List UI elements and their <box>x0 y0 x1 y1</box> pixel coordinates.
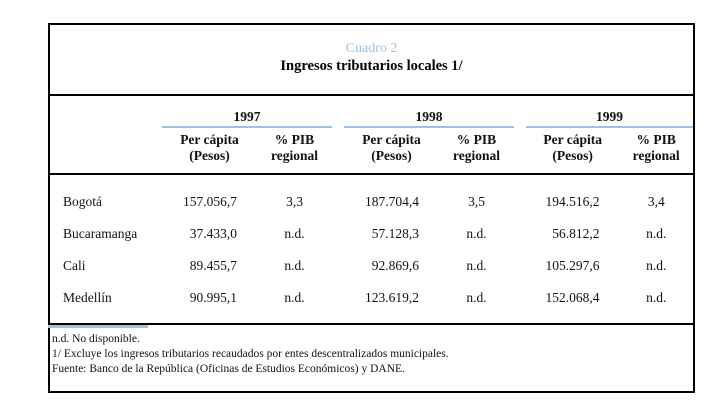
pib-cell: n.d. <box>284 290 305 305</box>
year-cell-1997: 37.433,0 n.d. <box>162 226 332 242</box>
year-underline <box>344 126 514 128</box>
pib-cell: n.d. <box>646 290 667 305</box>
value-cell: 157.056,7 <box>183 194 237 209</box>
pib-cell: n.d. <box>646 258 667 273</box>
year-cell-1998: 123.619,2 n.d. <box>344 290 514 306</box>
value-cell: 92.869,6 <box>371 258 419 273</box>
city-column-spacer <box>50 109 150 173</box>
per-capita-line2: (Pesos) <box>371 148 412 163</box>
year-cell-1997: 90.995,1 n.d. <box>162 290 332 306</box>
value-cell: 152.068,4 <box>545 290 600 305</box>
city-label: Cali <box>63 258 86 273</box>
pib-line2: regional <box>453 148 500 163</box>
table-title-section: Cuadro 2 Ingresos tributarios locales 1/ <box>50 25 693 96</box>
value-cell: 57.128,3 <box>371 226 419 241</box>
pib-cell: 3,3 <box>286 194 303 209</box>
footnotes: n.d. No disponible. 1/ Excluye los ingre… <box>50 328 693 377</box>
per-capita-line1: Per cápita <box>543 132 602 147</box>
footer-accent-line <box>48 325 148 328</box>
pib-cell: 3,4 <box>647 194 665 209</box>
per-capita-line1: Per cápita <box>362 132 421 147</box>
city-label: Bogotá <box>63 194 102 209</box>
table-caption: Cuadro 2 <box>345 41 398 56</box>
pib-cell: n.d. <box>466 290 487 305</box>
value-cell: 56.812,2 <box>552 226 600 241</box>
table-title: Ingresos tributarios locales 1/ <box>280 58 463 74</box>
pib-line1: % PIB <box>456 132 497 147</box>
pib-line1: % PIB <box>274 132 315 147</box>
value-cell: 37.433,0 <box>189 226 237 241</box>
table-row-bucaramanga: Bucaramanga 37.433,0 n.d. 57.128,3 n.d. … <box>50 218 693 250</box>
table-frame: Cuadro 2 Ingresos tributarios locales 1/… <box>48 23 695 393</box>
pib-cell: n.d. <box>466 226 487 241</box>
value-cell: 187.704,4 <box>365 194 419 209</box>
pib-line2: regional <box>271 148 318 163</box>
year-cell-1999: 105.297,6 n.d. <box>526 258 693 274</box>
pib-line2: regional <box>632 148 680 163</box>
footnote-source: Fuente: Banco de la República (Oficinas … <box>52 363 405 375</box>
year-label: 1998 <box>415 109 443 124</box>
city-label: Bucaramanga <box>63 226 138 241</box>
footnote-1: 1/ Excluye los ingresos tributarios reca… <box>52 348 449 360</box>
value-cell: 194.516,2 <box>545 194 600 209</box>
year-cell-1999: 194.516,2 3,4 <box>526 194 693 210</box>
year-underline <box>526 126 693 128</box>
year-cell-1997: 89.455,7 n.d. <box>162 258 332 274</box>
col-header-per-capita: Per cápita (Pesos) <box>526 132 619 164</box>
per-capita-line2: (Pesos) <box>552 148 593 163</box>
footnote-nd: n.d. No disponible. <box>52 333 140 345</box>
table-row-bogota: Bogotá 157.056,7 3,3 187.704,4 3,5 194.5… <box>50 186 693 218</box>
table-row-medellin: Medellín 90.995,1 n.d. 123.619,2 n.d. 15… <box>50 282 693 314</box>
year-cell-1999: 152.068,4 n.d. <box>526 290 693 306</box>
value-cell: 90.995,1 <box>189 290 237 305</box>
pib-line1: % PIB <box>636 132 676 147</box>
value-cell: 123.619,2 <box>365 290 419 305</box>
value-cell: 105.297,6 <box>545 258 600 273</box>
pib-cell: n.d. <box>646 226 667 241</box>
col-header-pib: % PIB regional <box>439 132 514 164</box>
year-label: 1999 <box>596 109 623 124</box>
year-cell-1998: 187.704,4 3,5 <box>344 194 514 210</box>
year-cell-1997: 157.056,7 3,3 <box>162 194 332 210</box>
per-capita-line2: (Pesos) <box>189 148 230 163</box>
col-header-per-capita: Per cápita (Pesos) <box>162 132 257 164</box>
year-group-1997: 1997 Per cápita (Pesos) % PIB regional <box>162 109 332 173</box>
pib-cell: n.d. <box>284 258 305 273</box>
pib-cell: n.d. <box>284 226 305 241</box>
pib-cell: 3,5 <box>468 194 485 209</box>
year-cell-1999: 56.812,2 n.d. <box>526 226 693 242</box>
year-cell-1998: 92.869,6 n.d. <box>344 258 514 274</box>
year-underline <box>162 126 332 128</box>
year-cell-1998: 57.128,3 n.d. <box>344 226 514 242</box>
table-body: Bogotá 157.056,7 3,3 187.704,4 3,5 194.5… <box>50 175 693 325</box>
pib-cell: n.d. <box>466 258 487 273</box>
col-header-per-capita: Per cápita (Pesos) <box>344 132 439 164</box>
per-capita-line1: Per cápita <box>180 132 239 147</box>
table-header: 1997 Per cápita (Pesos) % PIB regional 1… <box>50 96 693 175</box>
year-group-1998: 1998 Per cápita (Pesos) % PIB regional <box>344 109 514 173</box>
value-cell: 89.455,7 <box>189 258 237 273</box>
year-group-1999: 1999 Per cápita (Pesos) % PIB regional <box>526 109 693 173</box>
year-label: 1997 <box>233 109 261 124</box>
table-row-cali: Cali 89.455,7 n.d. 92.869,6 n.d. 105.297… <box>50 250 693 282</box>
col-header-pib: % PIB regional <box>619 132 693 164</box>
col-header-pib: % PIB regional <box>257 132 332 164</box>
city-label: Medellín <box>63 290 112 305</box>
